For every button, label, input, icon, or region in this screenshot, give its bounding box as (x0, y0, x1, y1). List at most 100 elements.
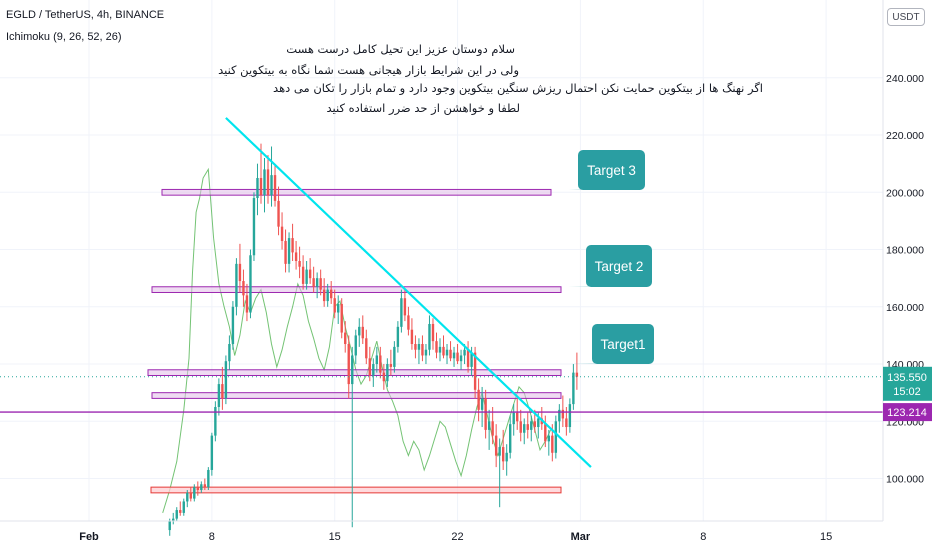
candle-body (291, 238, 294, 253)
indicator-legend[interactable]: Ichimoku (9, 26, 52, 26) (6, 31, 122, 43)
stop-loss-zone (150, 486, 562, 494)
candle (368, 346, 371, 382)
candle (561, 395, 565, 428)
candle-body (498, 447, 501, 456)
countdown-label: 15:02 (893, 386, 921, 398)
candle-body (575, 372, 579, 377)
candle (375, 346, 379, 373)
candle (245, 283, 249, 322)
candle-body (203, 484, 207, 488)
candle-body (516, 412, 519, 422)
candle-body (312, 278, 315, 287)
candle (319, 269, 322, 296)
callout-label: Target1 (600, 337, 645, 352)
candle-body (554, 421, 558, 453)
candle (452, 346, 456, 367)
candle (252, 192, 256, 261)
candle (308, 258, 312, 284)
candle (284, 229, 287, 273)
callout-label: Target 2 (595, 259, 644, 274)
candle-body (263, 169, 266, 196)
candle (526, 412, 529, 439)
candle (238, 243, 242, 293)
candle (305, 261, 308, 290)
y-tick-label: 240.000 (886, 73, 924, 85)
candle (498, 438, 501, 508)
candle-body (340, 303, 343, 333)
target-1-zone (147, 369, 562, 376)
candle (417, 338, 421, 365)
candle-body (487, 421, 491, 430)
callout-label: Target 3 (587, 163, 636, 178)
note-line-2: ولی در این شرایط بازار هیجانی هست شما نگ… (218, 63, 519, 77)
candle-body (238, 263, 242, 282)
candle (340, 298, 343, 339)
y-tick-label: 220.000 (886, 130, 924, 142)
candle-body (473, 352, 477, 390)
candle (554, 415, 558, 459)
candle-body (207, 469, 210, 488)
candle (372, 358, 375, 387)
candle-body (523, 424, 526, 433)
candle (558, 404, 561, 433)
candle-body (333, 298, 336, 313)
candle (322, 278, 326, 307)
candle-body (530, 421, 533, 430)
candle-body (231, 306, 235, 345)
candle (568, 398, 572, 433)
target-3-zone (161, 188, 552, 196)
candle (235, 258, 238, 316)
candle-body (175, 510, 178, 519)
candle-body (217, 384, 221, 407)
candle (523, 418, 526, 445)
candle-body (572, 372, 575, 405)
candle (175, 507, 178, 522)
candle (329, 281, 333, 304)
candle (224, 355, 228, 405)
x-tick-label: Mar (571, 531, 591, 543)
drawings (0, 117, 883, 468)
level-badge (883, 403, 932, 422)
candle (358, 318, 361, 347)
candle-body (228, 344, 231, 362)
price-axis (883, 0, 932, 550)
support-zone (151, 392, 562, 399)
zone-rectangles (147, 188, 562, 494)
candle (410, 318, 414, 350)
candle (459, 349, 463, 370)
candle (379, 346, 382, 379)
candle (501, 429, 505, 470)
candle-body (470, 352, 473, 367)
candle-body (449, 349, 452, 359)
candle (407, 306, 410, 336)
candle (393, 341, 396, 373)
candle (438, 338, 442, 362)
candle-body (182, 501, 185, 513)
symbol-title: EGLD / TetherUS, 4h, BINANCE (6, 9, 165, 21)
candle (509, 415, 512, 459)
candle-body (438, 346, 442, 353)
candle (565, 406, 568, 436)
candle-body (242, 281, 245, 296)
candle-body (519, 421, 522, 433)
target-2-zone (151, 286, 562, 293)
candle (259, 143, 263, 204)
currency-button[interactable]: USDT (887, 8, 925, 26)
trendline (225, 117, 592, 468)
candle (266, 155, 270, 204)
candle (280, 212, 284, 250)
candle-body (463, 349, 466, 356)
candle (217, 378, 221, 416)
candle (403, 289, 407, 322)
candle (530, 415, 533, 442)
target-callouts: Target 3 Target 2 Target1 (568, 150, 654, 364)
candle-body (368, 358, 371, 376)
candle-body (200, 484, 203, 490)
candle-body (477, 389, 480, 410)
candle-body (172, 518, 175, 522)
candle-body (375, 355, 379, 365)
candle-body (466, 349, 470, 367)
